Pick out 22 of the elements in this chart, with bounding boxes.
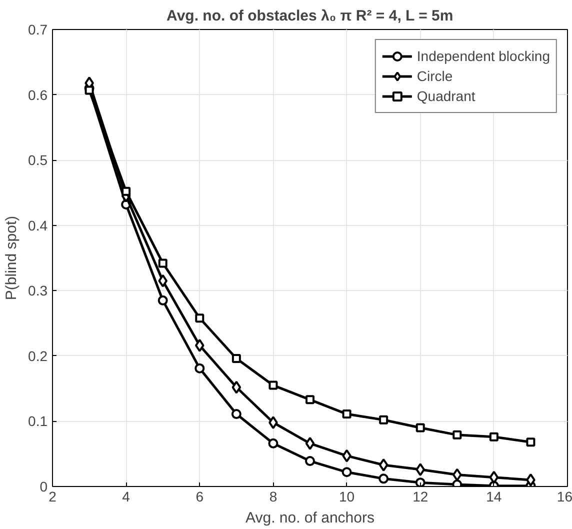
x-tick-label: 4: [122, 488, 130, 504]
y-tick-label: 0: [40, 478, 48, 494]
chart-title: Avg. no. of obstacles λ₀ π R² = 4, L = 5m: [166, 8, 454, 24]
y-tick-label: 0.5: [28, 152, 48, 168]
x-tick-label: 16: [556, 488, 572, 504]
x-tick-label: 12: [412, 488, 428, 504]
y-axis-title: P(blind spot): [3, 216, 20, 300]
x-tick-label: 10: [339, 488, 355, 504]
x-tick-label: 14: [486, 488, 502, 504]
y-tick-label: 0.1: [28, 413, 48, 430]
legend-label: Circle: [416, 68, 453, 84]
legend-label: Independent blocking: [416, 48, 550, 64]
y-tick-label: 0.4: [28, 217, 48, 234]
legend-label: Quadrant: [416, 88, 476, 104]
y-tick-label: 0.7: [28, 22, 48, 38]
x-axis-title: Avg. no. of anchors: [246, 510, 374, 526]
y-tick-label: 0.3: [28, 282, 48, 299]
x-tick-label: 8: [269, 488, 278, 504]
x-tick-label: 6: [196, 488, 204, 504]
x-tick-label: 2: [48, 488, 57, 504]
y-tick-label: 0.2: [28, 348, 48, 364]
y-tick-label: 0.6: [28, 86, 48, 103]
